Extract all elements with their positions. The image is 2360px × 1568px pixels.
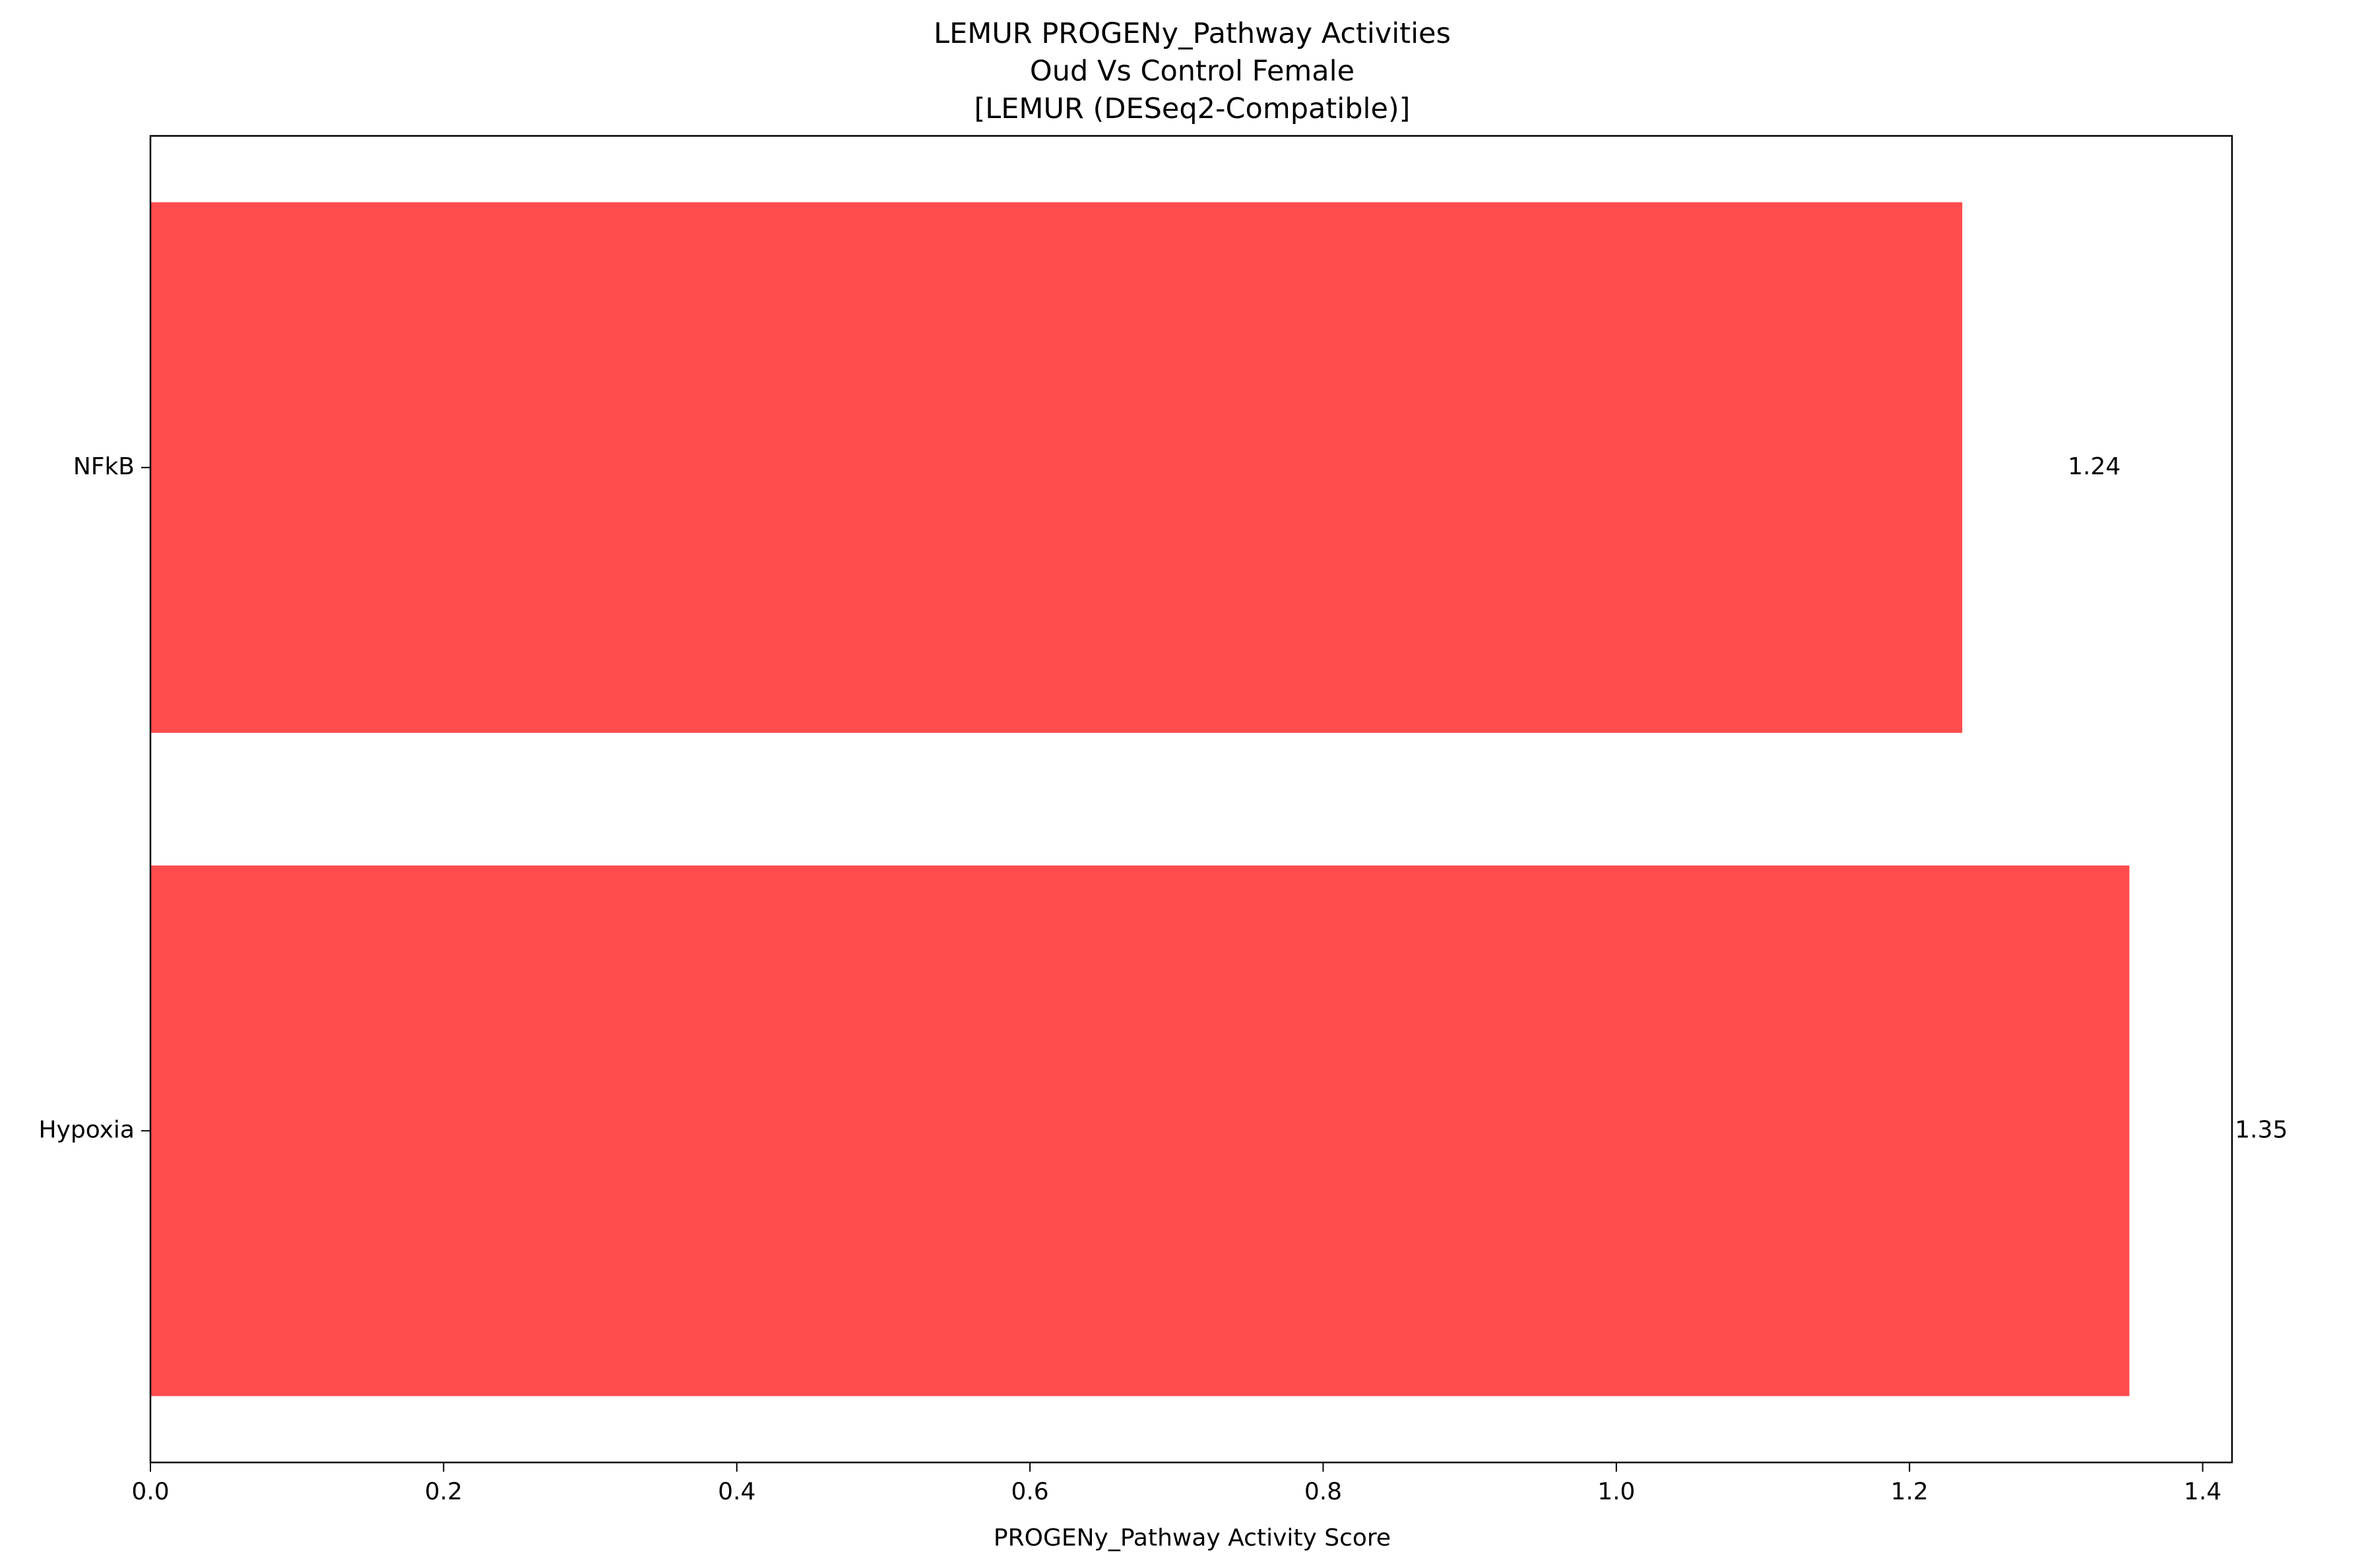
- bar-hypoxia: [150, 865, 2130, 1396]
- plot-frame: [149, 135, 2233, 1464]
- x-tick-label: 1.0: [1597, 1478, 1635, 1505]
- y-tick-label-nfkb: NFkB: [73, 453, 135, 480]
- y-tick-label-hypoxia: Hypoxia: [38, 1116, 135, 1143]
- x-tick-label: 0.2: [425, 1478, 462, 1505]
- x-tick-label: 0.0: [131, 1478, 169, 1505]
- axes-layer: NFkB Hypoxia 0.0 0.2 0.4 0.6 0.8 1.0 1.2 1.4: [38, 135, 2233, 1505]
- x-tick-label: 0.6: [1011, 1478, 1048, 1505]
- x-axis-label: PROGENy_Pathway Activity Score: [994, 1524, 1391, 1552]
- chart-title-group: LEMUR PROGENy_Pathway Activities Oud Vs …: [934, 17, 1451, 125]
- value-label-nfkb: 1.24: [2068, 453, 2121, 480]
- x-tick-label: 0.4: [718, 1478, 755, 1505]
- x-tick-label: 0.8: [1304, 1478, 1342, 1505]
- x-tick-label: 1.2: [1891, 1478, 1929, 1505]
- chart-title-line-1: LEMUR PROGENy_Pathway Activities: [934, 17, 1451, 50]
- chart-title-line-2: Oud Vs Control Female: [1030, 55, 1355, 88]
- bar-nfkb: [150, 202, 1963, 733]
- bars-layer: 1.24 1.35: [150, 202, 2288, 1396]
- chart-title-line-3: [LEMUR (DESeq2-Compatible)]: [974, 92, 1411, 125]
- value-label-hypoxia: 1.35: [2235, 1116, 2287, 1143]
- x-tick-label: 1.4: [2184, 1478, 2221, 1505]
